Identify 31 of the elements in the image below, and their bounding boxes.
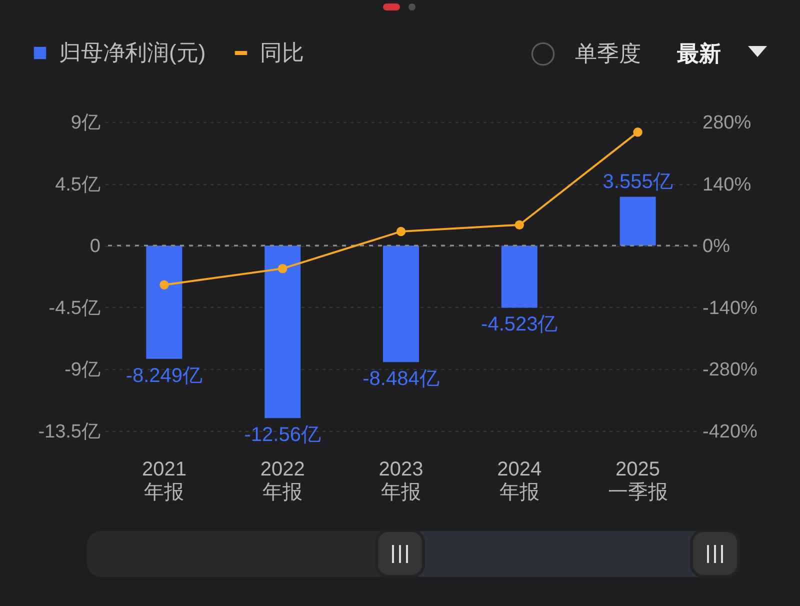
y2-tick-label: -280%: [702, 360, 758, 381]
legend-label: 归母净利润(元): [59, 40, 206, 65]
data-label: -8.249亿: [126, 364, 203, 387]
y-tick-label: 9亿: [70, 112, 100, 134]
text: 最新: [677, 41, 721, 67]
x-tick-label: 2025 一季报: [608, 458, 668, 504]
x-tick-label: 2023 年报: [378, 458, 424, 504]
y2-tick-label: -420%: [702, 422, 758, 442]
point: [278, 264, 288, 274]
x-tick-label: 2021 年报: [142, 458, 186, 504]
point: [160, 280, 169, 290]
data-label: -12.56亿: [244, 424, 321, 446]
y2-tick-label: 280%: [702, 112, 752, 134]
x-tick-label: 2024 年报: [497, 458, 542, 504]
point: [514, 220, 524, 230]
point: [396, 226, 406, 236]
data-label: -8.484亿: [362, 368, 440, 390]
y-tick-label: -4.5亿: [48, 298, 100, 319]
y2-tick-label: 140%: [702, 174, 752, 196]
legend-label: 同比: [260, 40, 304, 65]
point: [633, 128, 642, 137]
y-tick-label: -9亿: [64, 360, 100, 381]
y-tick-label: 0: [90, 236, 100, 258]
y2-tick-label: 0%: [702, 236, 730, 258]
data-label: 3.555亿: [602, 170, 673, 193]
data-label: -4.523亿: [481, 314, 558, 336]
x-tick-label: 2022 年报: [260, 458, 305, 504]
y2-tick-label: -140%: [702, 298, 758, 319]
y-tick-label: 4.5亿: [55, 174, 100, 196]
y-tick-label: -13.5亿: [38, 422, 100, 442]
text: 单季度: [575, 41, 641, 67]
